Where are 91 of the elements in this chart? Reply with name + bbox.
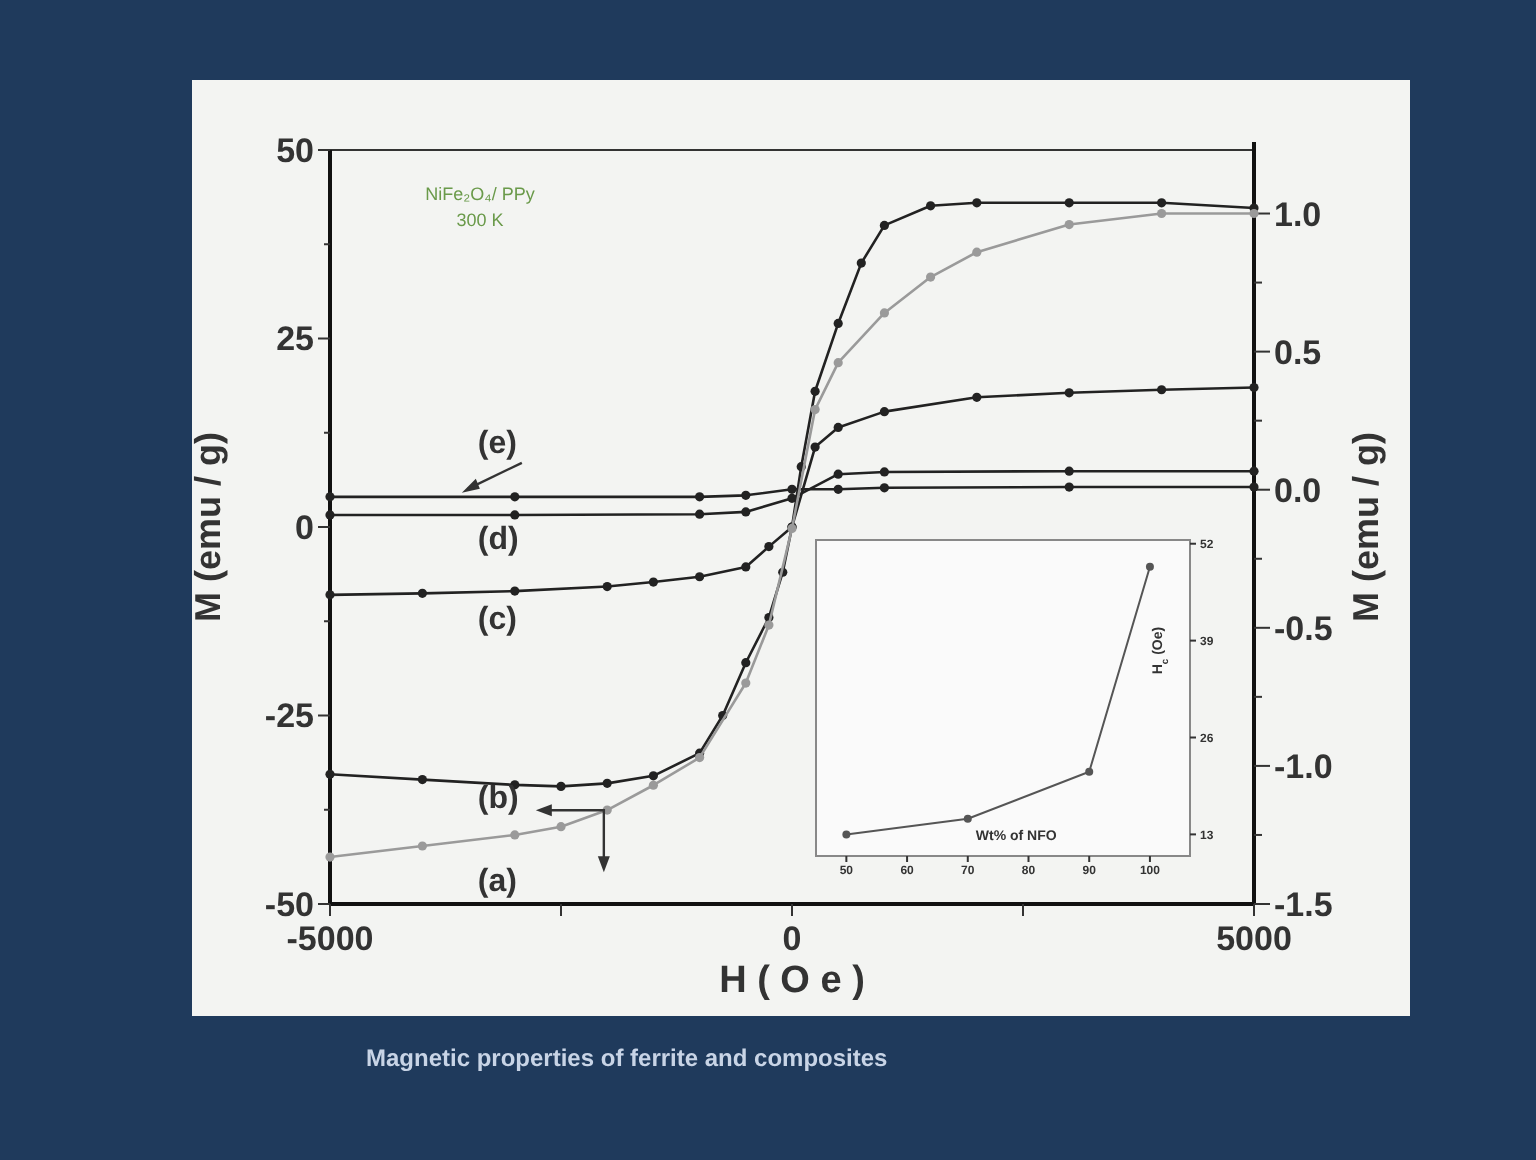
- point: [695, 509, 705, 519]
- y-tick-label: 50: [276, 131, 314, 170]
- annotation: 300 K: [456, 210, 504, 230]
- point: [648, 577, 658, 587]
- point: [1085, 767, 1094, 776]
- point: [810, 405, 820, 415]
- point: [972, 198, 982, 208]
- point: [417, 588, 427, 598]
- point: [741, 658, 751, 668]
- y2-tick-label: -1.5: [1274, 886, 1333, 924]
- point: [879, 467, 889, 477]
- point: [741, 678, 751, 688]
- point: [741, 562, 751, 572]
- y-tick-label: 0: [295, 508, 314, 547]
- y-axis-title: M (emu / g): [188, 432, 228, 622]
- point: [1249, 208, 1259, 219]
- point: [648, 771, 658, 781]
- y2-axis-title: M (emu / g): [1346, 432, 1386, 622]
- point: [1249, 466, 1259, 476]
- point: [556, 822, 566, 832]
- series-label: (c): [477, 602, 517, 637]
- series-label: (d): [477, 522, 519, 557]
- point: [741, 507, 751, 517]
- point: [833, 469, 843, 479]
- point: [1249, 482, 1259, 492]
- point: [1249, 382, 1259, 393]
- y-tick-label: 25: [276, 320, 314, 359]
- point: [1157, 198, 1167, 208]
- y2-tick-label: 0.5: [1274, 333, 1322, 372]
- point: [602, 778, 612, 788]
- point: [1064, 466, 1074, 476]
- point: [856, 258, 866, 268]
- point: [833, 318, 843, 329]
- point: [510, 830, 520, 840]
- point: [510, 510, 520, 520]
- point: [879, 220, 889, 230]
- point: [325, 590, 335, 600]
- y-tick-label: -50: [264, 885, 314, 924]
- point: [1145, 562, 1154, 571]
- y2-tick-label: 1.0: [1274, 195, 1322, 234]
- y-tick-label: -25: [264, 697, 314, 736]
- point: [833, 358, 843, 368]
- point: [926, 272, 936, 282]
- point: [417, 774, 427, 785]
- series-label: (a): [477, 865, 517, 900]
- point: [417, 841, 427, 851]
- point: [602, 581, 612, 592]
- point: [510, 586, 520, 596]
- point: [833, 422, 843, 433]
- point: [810, 442, 820, 452]
- point: [963, 814, 972, 823]
- point: [1157, 208, 1167, 219]
- series-label: (e): [477, 426, 517, 461]
- point: [325, 769, 335, 779]
- series-label: (b): [477, 782, 519, 817]
- x-tick-label: -5000: [286, 920, 374, 958]
- point: [926, 201, 936, 211]
- point: [325, 852, 335, 862]
- y2-tick-label: -0.5: [1274, 609, 1333, 648]
- point: [510, 492, 520, 502]
- point: [879, 407, 889, 417]
- point: [1064, 219, 1074, 230]
- point: [833, 484, 843, 494]
- y2-tick-label: 0.0: [1274, 471, 1322, 510]
- point: [741, 490, 751, 500]
- point: [879, 483, 889, 493]
- point: [325, 492, 335, 502]
- point: [556, 781, 566, 791]
- point: [764, 620, 774, 630]
- point: [1064, 482, 1074, 492]
- point: [810, 386, 820, 396]
- x-axis-title: H ( O e ): [719, 960, 865, 1002]
- x-tick-label: 5000: [1216, 920, 1292, 958]
- point: [1064, 388, 1074, 398]
- point: [972, 392, 982, 402]
- text: Magnetic properties of ferrite and composites: [366, 1044, 889, 1072]
- point: [648, 780, 658, 790]
- point: [695, 492, 705, 502]
- point: [695, 572, 705, 582]
- point: [787, 484, 797, 494]
- x-tick-label: 0: [782, 920, 802, 958]
- point: [695, 753, 705, 763]
- y2-tick-label: -1.0: [1274, 747, 1333, 786]
- point: [764, 542, 774, 552]
- point: [972, 247, 982, 257]
- point: [1064, 198, 1074, 208]
- annotation: NiFe₂O₄/ PPy: [425, 184, 536, 204]
- point: [842, 830, 851, 839]
- point: [1157, 385, 1167, 395]
- point: [879, 308, 889, 318]
- point: [325, 510, 335, 520]
